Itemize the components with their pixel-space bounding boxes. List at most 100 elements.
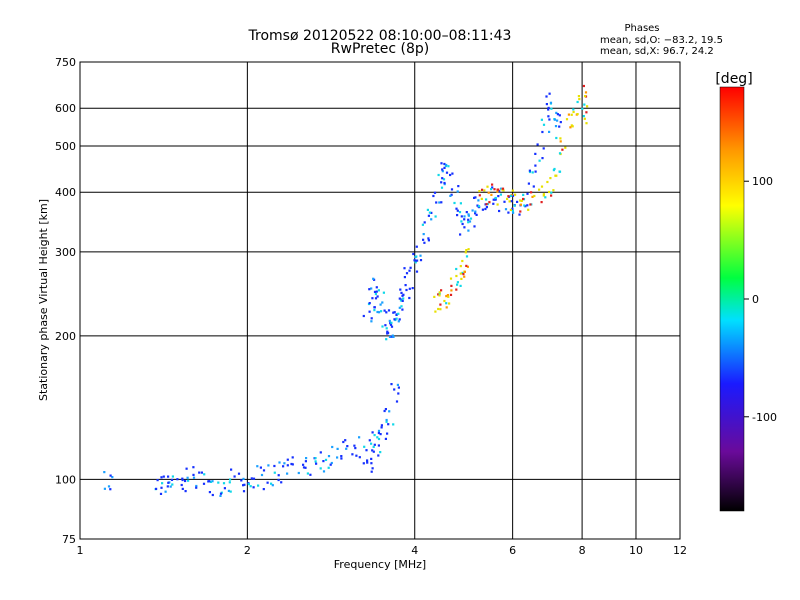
data-point [532, 185, 535, 188]
data-point [558, 170, 561, 173]
data-point [445, 302, 448, 305]
data-point [556, 113, 559, 116]
data-point [411, 287, 414, 290]
data-point [392, 335, 395, 338]
data-point [434, 215, 437, 218]
data-point [257, 484, 260, 487]
data-point [474, 212, 477, 215]
data-point [242, 490, 246, 493]
data-point [181, 477, 184, 480]
data-point [439, 303, 442, 306]
data-point [494, 198, 497, 201]
data-point [385, 327, 388, 330]
data-point [315, 462, 318, 465]
data-point [304, 466, 307, 469]
data-point [473, 225, 476, 228]
x-tick-label: 8 [579, 544, 586, 557]
data-point [511, 189, 514, 192]
data-point [585, 122, 588, 125]
data-point [522, 193, 525, 196]
data-point [445, 306, 448, 309]
data-point [534, 170, 537, 173]
data-point [471, 209, 474, 212]
data-point [250, 477, 253, 480]
data-point [395, 317, 398, 320]
data-point [230, 468, 233, 471]
data-point [463, 215, 466, 218]
data-point [581, 107, 584, 110]
data-point [381, 301, 384, 304]
data-point [309, 473, 312, 476]
data-point [228, 481, 231, 484]
data-point [465, 255, 469, 258]
data-point [570, 124, 573, 127]
data-point [559, 137, 562, 140]
data-point [243, 483, 246, 486]
data-point [457, 185, 460, 188]
data-point [442, 178, 446, 181]
data-point [576, 113, 579, 116]
data-point [546, 180, 549, 184]
data-point [286, 458, 289, 461]
data-point [577, 95, 580, 98]
data-point [455, 207, 458, 210]
data-point [477, 205, 481, 208]
data-point [415, 255, 418, 258]
data-point [455, 267, 458, 271]
data-point [413, 259, 416, 262]
data-point [542, 193, 545, 196]
data-point [340, 457, 343, 460]
data-point [372, 450, 375, 453]
data-point [377, 429, 381, 432]
data-point [536, 143, 539, 146]
data-point [252, 477, 256, 480]
data-point [379, 433, 382, 436]
data-point [564, 146, 567, 149]
data-point [419, 254, 422, 257]
data-point [192, 466, 195, 469]
data-point [327, 466, 330, 469]
data-point [160, 486, 163, 489]
data-point [260, 473, 264, 477]
data-point [345, 447, 348, 450]
data-point [464, 251, 467, 254]
data-point [372, 277, 375, 280]
data-point [368, 310, 371, 313]
data-point [432, 194, 435, 198]
data-point [483, 189, 486, 192]
data-point [277, 474, 280, 477]
data-point [441, 168, 444, 171]
y-tick-labels: 75 100 200 300 400 500 600 750 [55, 56, 76, 546]
data-point [273, 471, 276, 474]
x-tick-label: 12 [673, 544, 687, 557]
data-point [370, 320, 373, 323]
data-point [519, 203, 522, 206]
data-point [166, 485, 169, 488]
data-point [397, 392, 400, 395]
colorbar-label: [deg] [715, 71, 752, 87]
data-point [223, 487, 226, 490]
data-point [541, 130, 544, 134]
data-point [459, 265, 462, 268]
data-point [481, 188, 484, 191]
data-point [379, 303, 382, 306]
data-point [463, 275, 466, 278]
data-point [526, 192, 529, 195]
data-point [242, 477, 245, 480]
data-point [384, 324, 387, 327]
data-point [438, 292, 441, 295]
data-point [553, 118, 556, 121]
data-point [331, 445, 334, 449]
data-point [373, 306, 376, 309]
data-point [468, 220, 472, 223]
data-point [548, 190, 551, 194]
data-point [370, 470, 373, 473]
data-point [229, 478, 232, 481]
data-point [516, 200, 519, 203]
data-point [430, 211, 433, 214]
data-point [445, 171, 449, 174]
data-point [456, 281, 459, 284]
data-point [576, 100, 579, 104]
data-point [390, 321, 393, 324]
data-point [583, 103, 586, 106]
